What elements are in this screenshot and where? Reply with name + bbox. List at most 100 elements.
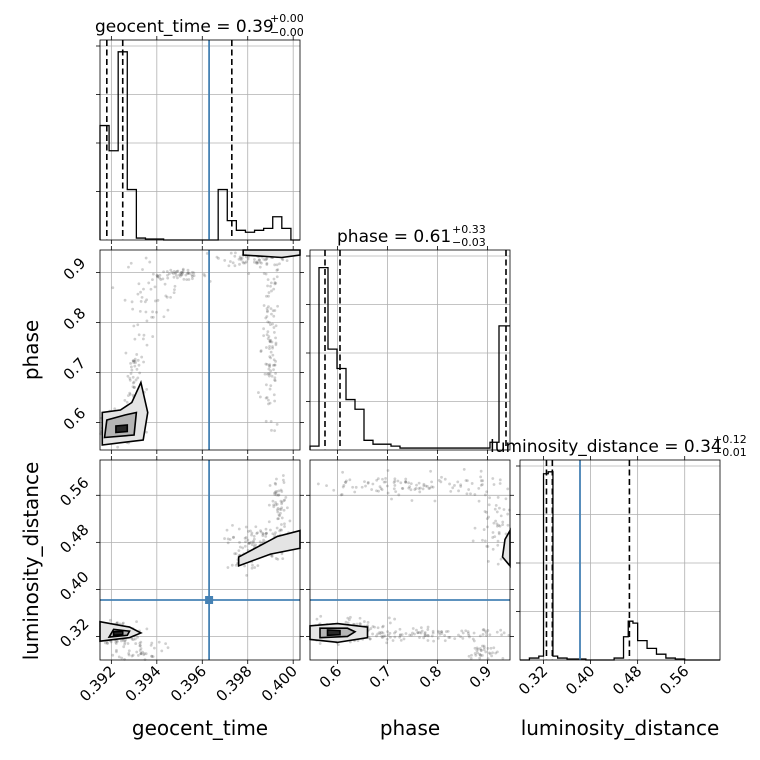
sample-point	[252, 544, 256, 548]
histogram-geocent_time	[99, 51, 300, 241]
sample-point	[488, 496, 491, 500]
sample-point	[418, 490, 422, 494]
sample-point	[425, 484, 429, 488]
tick-label-y-luminosity_distance: 0.56	[56, 474, 92, 510]
sample-point	[424, 634, 427, 637]
sample-point	[411, 631, 414, 635]
sample-point	[499, 514, 503, 518]
sample-point	[423, 632, 427, 635]
sample-point	[241, 546, 245, 550]
sample-point	[273, 376, 277, 380]
sample-point	[269, 338, 273, 342]
sample-point	[491, 531, 495, 534]
sample-point	[268, 344, 271, 348]
sample-point	[274, 501, 278, 504]
sample-point	[398, 634, 402, 637]
sample-point	[171, 272, 175, 275]
sample-point	[122, 645, 126, 649]
sample-point	[250, 543, 254, 547]
sample-point	[238, 255, 242, 259]
sample-point	[275, 477, 278, 481]
sample-point	[480, 483, 484, 486]
sample-point	[269, 307, 273, 311]
sample-point	[268, 339, 272, 343]
sample-point	[495, 650, 499, 654]
sample-point	[274, 341, 278, 345]
sample-point	[381, 631, 385, 635]
sample-point	[131, 638, 135, 642]
sample-point	[281, 258, 285, 262]
sample-point	[142, 652, 146, 655]
sample-point	[205, 252, 209, 255]
sample-point	[422, 636, 426, 640]
sample-point	[283, 498, 287, 502]
sample-point	[123, 398, 127, 402]
sample-point	[282, 508, 286, 512]
sample-point	[270, 374, 274, 378]
sample-point	[165, 295, 169, 299]
sample-point	[265, 333, 269, 336]
contour-fill-2	[115, 425, 128, 433]
sample-point	[459, 485, 463, 488]
sample-point	[487, 559, 490, 563]
title-phase-minus: −0.03	[452, 236, 486, 249]
tick-label-x-luminosity_distance: 0.40	[562, 662, 598, 698]
sample-point	[142, 287, 145, 291]
sample-point	[180, 273, 184, 277]
sample-point	[269, 369, 273, 373]
sample-point	[382, 480, 386, 484]
sample-point	[479, 469, 483, 473]
sample-point	[151, 310, 154, 314]
sample-point	[407, 481, 410, 485]
sample-point	[459, 483, 463, 487]
sample-point	[170, 271, 174, 274]
sample-point	[237, 527, 241, 531]
sample-point	[273, 533, 277, 537]
sample-point	[498, 478, 502, 482]
sample-point	[348, 640, 352, 644]
sample-point	[139, 647, 143, 650]
tick-label-x-geocent_time: 0.392	[76, 662, 119, 705]
sample-point	[355, 622, 359, 626]
sample-point	[366, 481, 370, 484]
sample-point	[132, 380, 136, 384]
sample-point	[275, 502, 279, 506]
sample-point	[492, 483, 496, 486]
sample-point	[397, 493, 401, 497]
sample-point	[115, 621, 119, 624]
sample-point	[202, 272, 206, 276]
sample-point	[332, 488, 336, 492]
sample-point	[132, 359, 136, 363]
sample-point	[371, 632, 374, 636]
sample-point	[494, 651, 498, 655]
sample-point	[443, 639, 447, 643]
sample-point	[440, 630, 444, 634]
sample-point	[257, 258, 261, 262]
sample-point	[487, 651, 491, 655]
sample-point	[190, 270, 194, 274]
sample-point	[270, 312, 273, 316]
sample-point	[229, 251, 233, 255]
contour-line-1	[103, 411, 138, 439]
sample-point	[116, 445, 120, 449]
sample-point	[440, 475, 443, 479]
sample-point	[144, 652, 148, 656]
tick-label-x-geocent_time: 0.394	[122, 662, 165, 705]
sample-point	[268, 365, 272, 369]
sample-point	[142, 653, 146, 657]
sample-point	[477, 499, 481, 503]
sample-point	[415, 483, 418, 487]
sample-point	[385, 484, 389, 488]
sample-point	[142, 333, 146, 337]
sample-point	[376, 626, 380, 630]
sample-point	[358, 616, 362, 620]
sample-point	[244, 255, 248, 259]
sample-point	[137, 333, 141, 337]
tick-label-x-phase: 0.9	[466, 662, 496, 692]
sample-point	[409, 488, 413, 492]
sample-point	[255, 260, 259, 264]
sample-point	[138, 644, 142, 648]
panel-geocent_time-geocent_time	[96, 36, 301, 244]
sample-point	[485, 517, 489, 521]
sample-point	[470, 482, 474, 485]
